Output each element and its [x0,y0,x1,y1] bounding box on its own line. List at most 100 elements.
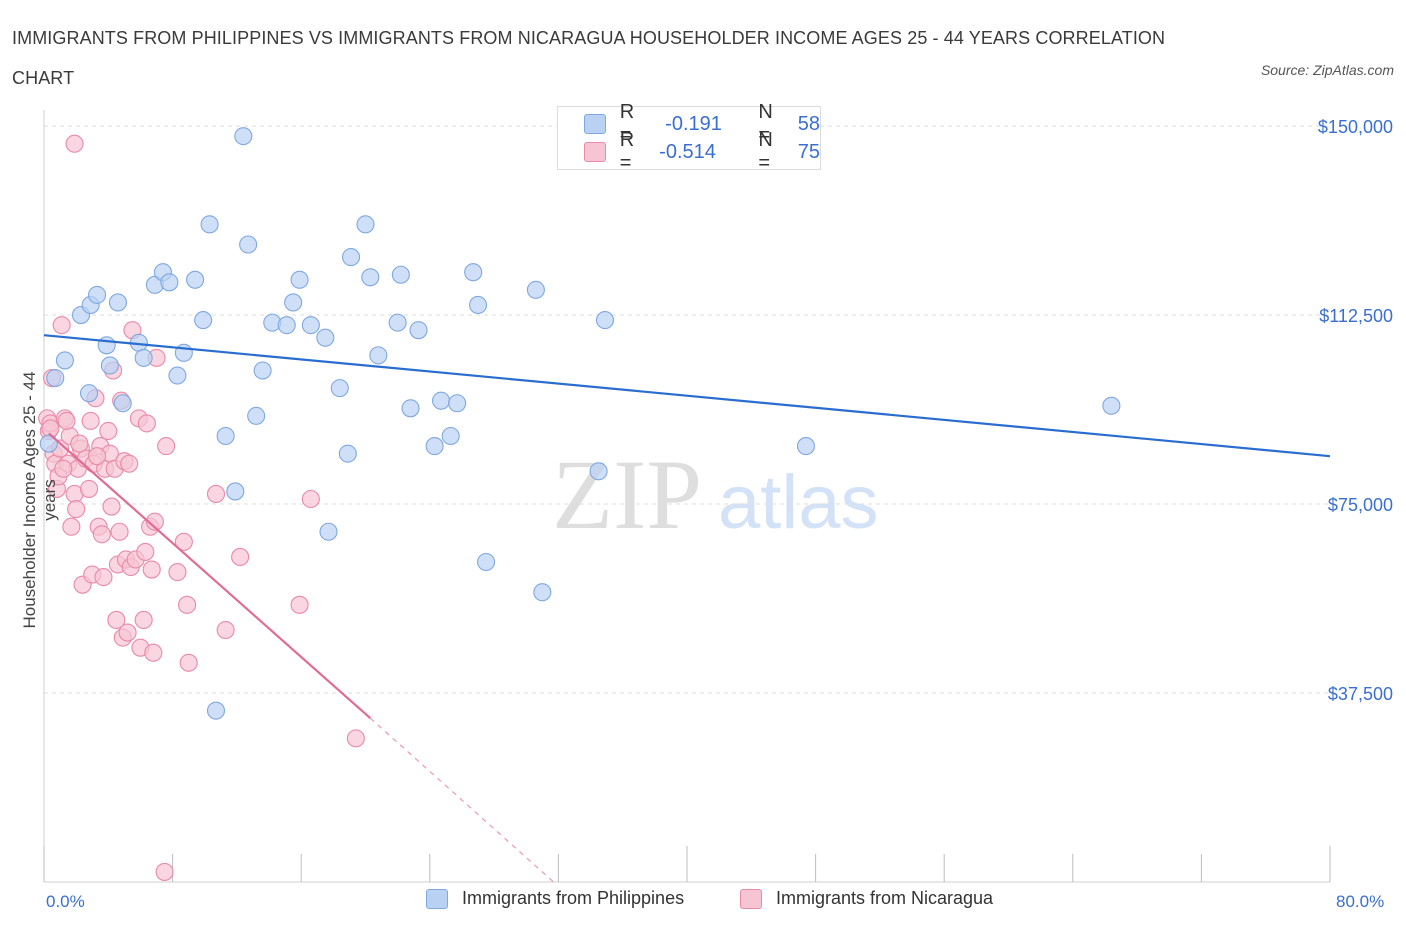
y-axis-label: Householder Income Ages 25 - 44 years [20,371,59,629]
nicaragua-point [92,525,111,544]
philippines-point [330,379,349,398]
philippines-point [168,366,187,385]
n-label: N = [758,129,773,174]
philippines-point [284,293,303,312]
philippines-point [441,426,460,446]
nicaragua-point [157,437,176,456]
nicaragua-point [168,563,187,582]
legend-item-philippines: Immigrants from Philippines [426,888,684,909]
philippines-point [341,248,361,267]
nicaragua-point [81,411,100,430]
philippines-point [100,356,119,375]
nicaragua-point [346,729,365,748]
nicaragua-point [290,595,309,614]
philippines-point [477,552,496,572]
philippines-point [533,583,552,602]
nicaragua-point [134,610,153,629]
r-value: -0.191 [665,112,722,135]
watermark-zip: ZIP [552,439,702,550]
nicaragua-point [206,484,226,504]
philippines-point [401,399,420,418]
philippines-point [113,394,132,413]
legend-label: Immigrants from Philippines [462,888,685,908]
nicaragua-point [94,568,113,587]
philippines-point [526,280,545,299]
grid [44,125,1330,694]
source-note: Source: ZipAtlas.com [1260,62,1394,78]
y-tick-labels: $37,500 $75,000 $112,500 $150,000 [1318,117,1393,704]
nicaragua-swatch [584,142,606,162]
nicaragua-point [79,479,99,498]
nicaragua-point [120,454,139,473]
philippines-point [87,285,107,304]
philippines-point [595,311,615,330]
philippines-point [1102,396,1121,415]
philippines-point [391,265,410,284]
nicaragua-point [110,522,129,541]
nicaragua-point [216,620,235,640]
philippines-point [97,336,116,355]
r-label: R = [619,101,635,146]
correlation-legend: R = -0.191 N = 58 R = -0.514 N = 75 [557,101,821,174]
y-tick-label: $75,000 [1328,495,1393,515]
philippines-point [55,351,74,370]
philippines-point [425,437,444,456]
nicaragua-point [174,532,193,551]
axes [43,110,1331,883]
nicaragua-trend-line [48,432,372,720]
nicaragua-swatch [740,888,762,909]
nicaragua-points [38,134,365,881]
philippines-point [319,522,338,541]
nicaragua-point [54,459,73,478]
nicaragua-point [107,610,126,629]
nicaragua-point [178,595,197,614]
philippines-point [186,270,205,289]
r-label: R = [619,129,635,174]
philippines-point [388,313,407,332]
philippines-point [277,316,296,335]
philippines-point [216,426,235,446]
philippines-point [361,268,380,287]
nicaragua-point [301,489,320,509]
philippines-point [589,462,608,481]
n-value: 58 [797,112,820,135]
philippines-point [338,444,357,463]
philippines-point [468,295,488,315]
philippines-point [301,316,320,335]
nicaragua-point [102,497,121,516]
philippines-trend-line [43,334,1331,458]
nicaragua-point [52,316,71,335]
legend-label: Immigrants from Nicaragua [776,888,994,908]
philippines-point [39,434,58,453]
nicaragua-point [87,447,107,466]
x-tick-max: 80.0% [1336,892,1385,911]
philippines-point [134,348,153,367]
philippines-point [200,215,219,234]
r-value: -0.514 [659,140,716,163]
nicaragua-point [136,542,155,561]
x-tick-min: 0.0% [46,892,85,911]
nicaragua-point [67,500,86,519]
nicaragua-point [142,560,161,579]
nicaragua-point [179,653,198,672]
trend-lines [43,334,1331,883]
philippines-point [226,482,245,501]
nicaragua-trend-extension [369,717,554,883]
legend-row-philippines: R = -0.191 N = 58 [584,101,820,146]
philippines-points [39,127,1121,720]
philippines-point [448,394,467,413]
nicaragua-point [70,434,89,453]
nicaragua-point [65,134,84,153]
philippines-point [206,701,226,720]
chart-title: IMMIGRANTS FROM PHILIPPINES VS IMMIGRANT… [12,28,1166,88]
philippines-swatch [584,114,606,134]
nicaragua-point [137,414,156,433]
y-tick-label: $112,500 [1319,306,1393,326]
philippines-point [290,270,309,289]
philippines-point [432,391,451,410]
philippines-point [239,235,258,254]
legend-item-nicaragua: Immigrants from Nicaragua [740,888,993,909]
legend-row-nicaragua: R = -0.514 N = 75 [584,129,820,174]
philippines-point [409,321,428,340]
